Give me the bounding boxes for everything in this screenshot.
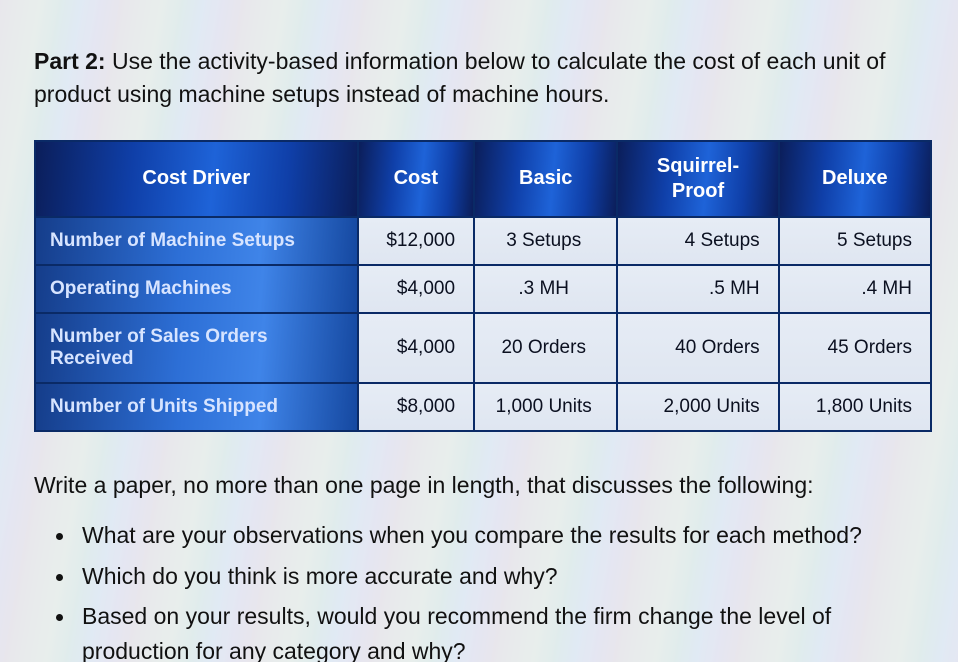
col-header-squirrel-proof: Squirrel-Proof [617,141,778,217]
intro-text: Use the activity-based information below… [34,48,885,107]
cell-basic: 1,000 Units [474,383,617,431]
cell-cost: $12,000 [358,217,474,265]
cell-squirrel-proof: .5 MH [617,265,778,313]
part-label: Part 2: [34,48,106,74]
cell-basic: 3 Setups [474,217,617,265]
table-row: Operating Machines $4,000 .3 MH .5 MH .4… [35,265,931,313]
intro-paragraph: Part 2: Use the activity-based informati… [34,45,932,112]
list-item: What are your observations when you comp… [76,518,932,553]
cell-deluxe: 1,800 Units [779,383,931,431]
page-root: Part 2: Use the activity-based informati… [0,0,958,662]
cell-basic: 20 Orders [474,313,617,383]
cell-deluxe: 5 Setups [779,217,931,265]
row-header: Number of Machine Setups [35,217,358,265]
cell-cost: $4,000 [358,265,474,313]
list-item: Based on your results, would you recomme… [76,599,932,662]
col-header-deluxe: Deluxe [779,141,931,217]
list-item: Which do you think is more accurate and … [76,559,932,594]
table-row: Number of Units Shipped $8,000 1,000 Uni… [35,383,931,431]
col-header-driver: Cost Driver [35,141,358,217]
cell-basic: .3 MH [474,265,617,313]
cell-squirrel-proof: 2,000 Units [617,383,778,431]
cell-deluxe: .4 MH [779,265,931,313]
cell-cost: $4,000 [358,313,474,383]
table-header-row: Cost Driver Cost Basic Squirrel-Proof De… [35,141,931,217]
row-header: Operating Machines [35,265,358,313]
table-row: Number of Machine Setups $12,000 3 Setup… [35,217,931,265]
row-header: Number of Units Shipped [35,383,358,431]
instructions-list: What are your observations when you comp… [76,518,932,662]
row-header: Number of Sales Orders Received [35,313,358,383]
col-header-cost: Cost [358,141,474,217]
table-row: Number of Sales Orders Received $4,000 2… [35,313,931,383]
cell-squirrel-proof: 40 Orders [617,313,778,383]
cost-driver-table: Cost Driver Cost Basic Squirrel-Proof De… [34,140,932,432]
cell-deluxe: 45 Orders [779,313,931,383]
instructions-block: Write a paper, no more than one page in … [34,468,932,662]
col-header-basic: Basic [474,141,617,217]
instructions-lead: Write a paper, no more than one page in … [34,468,932,503]
cell-cost: $8,000 [358,383,474,431]
cell-squirrel-proof: 4 Setups [617,217,778,265]
